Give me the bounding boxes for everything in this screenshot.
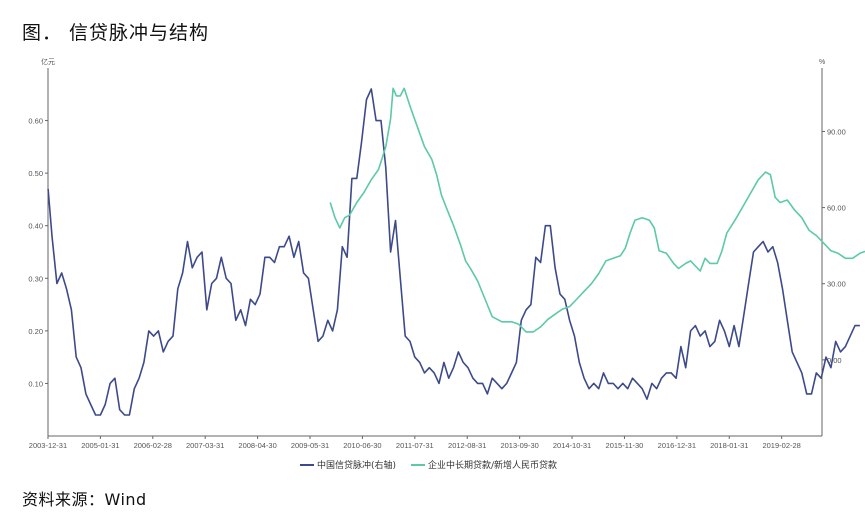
series-line-1 [47,88,860,416]
left-axis-unit: 亿元 [41,57,55,66]
x-tick-label: 2015-11-30 [606,441,644,450]
source-note: 资料来源：Wind [22,490,147,509]
x-tick-label: 2007-03-31 [186,441,224,450]
series-lines [47,87,865,416]
right-tick-label: 90.00 [827,127,846,136]
left-tick-label: 0.30 [28,274,43,283]
x-tick-label: 2006-02-28 [134,441,172,450]
x-tick-label: 2011-07-31 [396,441,434,450]
x-tick-label: 2019-02-28 [762,441,800,450]
left-tick-label: 0.60 [28,117,43,126]
x-tick-label: 2008-04-30 [238,441,276,450]
x-tick-label: 2014-10-31 [553,441,591,450]
left-tick-label: 0.50 [28,169,43,178]
left-tick-label: 0.20 [28,327,43,336]
x-tick-label: 2016-12-31 [658,441,696,450]
legend: 中国信贷脉冲(右轴) 企业中长期贷款/新增人民币贷款 [300,459,557,471]
right-tick-label: 60.00 [827,204,846,213]
x-tick-label: 2005-01-31 [81,441,119,450]
left-tick-label: 0.10 [28,379,43,388]
left-tick-label: 0.40 [28,222,43,231]
x-tick-label: 2010-06-30 [343,441,381,450]
series-line-2 [329,87,865,333]
right-axis-unit: % [819,59,825,66]
x-tick-label: 2012-08-31 [448,441,486,450]
figure-title: 图． 信贷脉冲与结构 [22,22,210,44]
right-tick-label: 30.00 [827,280,846,289]
legend-label-2: 企业中长期贷款/新增人民币贷款 [428,459,557,471]
x-tick-label: 2018-01-31 [710,441,748,450]
x-tick-label: 2003-12-31 [29,441,67,450]
legend-label-1: 中国信贷脉冲(右轴) [317,459,396,471]
right-tick-label: 0.00 [827,356,842,365]
x-tick-label: 2009-05-31 [291,441,329,450]
axes: 0.10 0.20 0.30 0.40 0.50 0.60 0.00 30.00 60.00 90… [28,68,846,450]
x-tick-label: 2013-09-30 [500,441,538,450]
